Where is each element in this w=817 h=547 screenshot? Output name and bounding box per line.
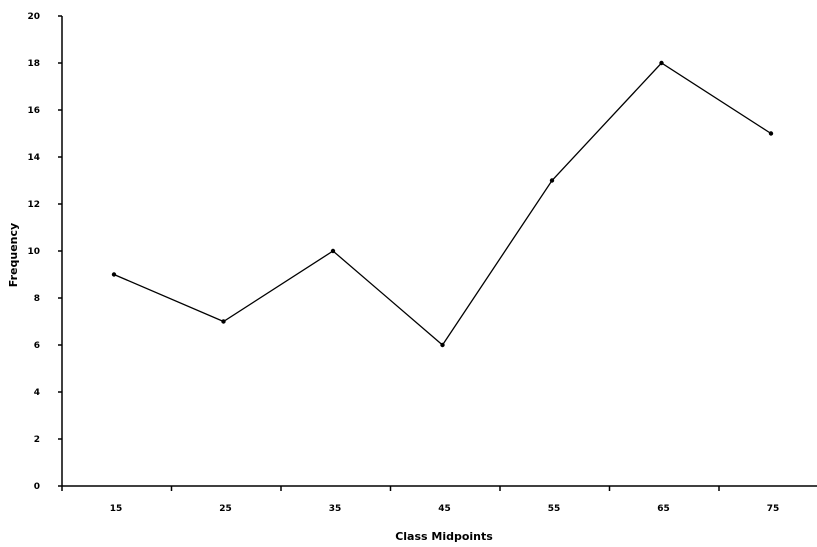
y-tick-label: 14 — [27, 153, 40, 163]
series-markers — [111, 60, 774, 348]
y-tick-label: 18 — [27, 59, 40, 69]
y-axis-title: Frequency — [7, 223, 20, 287]
x-axis-title: Class Midpoints — [395, 530, 493, 543]
y-tick-label: 2 — [34, 435, 40, 445]
data-point — [330, 248, 336, 254]
x-axis-ticks: 15 25 35 45 55 65 75 — [61, 486, 780, 514]
x-category-label: 35 — [329, 504, 342, 514]
x-category-label: 45 — [438, 504, 451, 514]
y-tick-label: 4 — [34, 388, 40, 398]
x-category-label: 75 — [767, 504, 780, 514]
data-point — [768, 131, 774, 136]
y-tick-label: 12 — [27, 200, 40, 210]
x-category-label: 55 — [548, 504, 561, 514]
data-point — [659, 60, 664, 66]
data-point — [111, 272, 117, 277]
plot-area: 0 2 4 6 8 10 12 14 16 18 20 15 25 35 45 55 65 75 — [27, 12, 817, 514]
y-tick-label: 8 — [34, 294, 40, 304]
data-point — [549, 178, 555, 183]
y-tick-label: 20 — [27, 12, 40, 22]
data-point — [440, 342, 445, 348]
data-point — [221, 319, 226, 324]
y-tick-label: 6 — [34, 341, 40, 351]
x-category-label: 15 — [110, 504, 123, 514]
y-tick-label: 10 — [27, 247, 40, 257]
y-tick-label: 0 — [34, 482, 40, 492]
y-tick-label: 16 — [27, 106, 40, 116]
y-axis-ticks: 0 2 4 6 8 10 12 14 16 18 20 — [27, 12, 62, 492]
x-category-label: 25 — [219, 504, 232, 514]
x-category-label: 65 — [657, 504, 670, 514]
series-line — [113, 62, 772, 346]
